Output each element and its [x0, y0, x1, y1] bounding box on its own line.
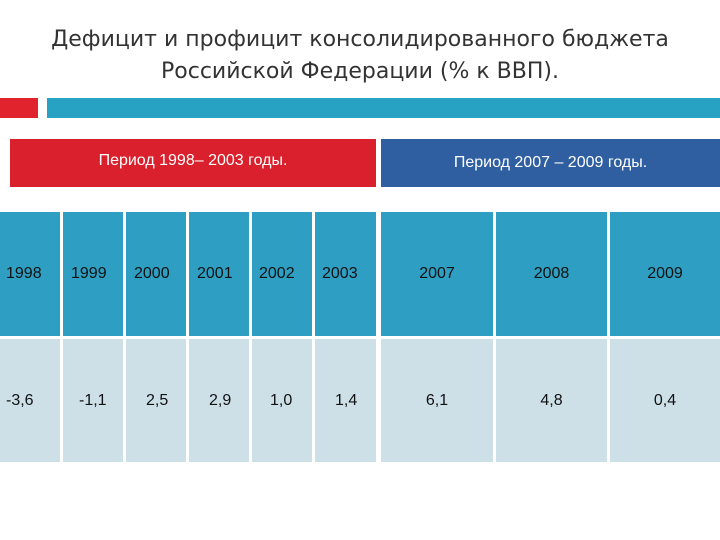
year-2007: 2007	[419, 265, 455, 282]
value-2000: 2,5	[146, 391, 169, 409]
year-1998: 1998	[6, 265, 42, 282]
year-1999: 1999	[71, 265, 107, 282]
year-cell: 2002	[252, 212, 312, 336]
value-2002: 1,0	[270, 391, 293, 409]
value-2001: 2,9	[209, 391, 232, 409]
value-cell: 0,4	[610, 339, 720, 462]
title-line-2: Российской Федерации (% к ВВП).	[161, 59, 559, 84]
value-2003: 1,4	[335, 391, 358, 409]
year-cell: 2009	[610, 212, 720, 336]
value-cell: 6,1	[381, 339, 493, 462]
value-1999: -1,1	[79, 391, 107, 409]
year-cell: 2003	[315, 212, 376, 336]
year-cell: 2007	[381, 212, 493, 336]
slide-title: Дефицит и профицит консолидированного бю…	[0, 24, 720, 88]
year-2002: 2002	[259, 265, 295, 282]
year-cell: 1998	[0, 212, 60, 336]
value-2007: 6,1	[425, 391, 449, 409]
year-2009: 2009	[647, 265, 683, 282]
year-cell: 2001	[189, 212, 249, 336]
value-2009: 0,4	[653, 391, 677, 409]
budget-table: 1998 1999 2000 2001 2002 2003 2007 2008 …	[0, 212, 720, 462]
value-cell: 1,4	[315, 339, 376, 462]
title-line-1: Дефицит и профицит консолидированного бю…	[51, 27, 669, 52]
value-cell: 2,5	[126, 339, 186, 462]
year-cell: 2008	[496, 212, 607, 336]
period-2007-2009-banner: Период 2007 – 2009 годы.	[381, 139, 720, 187]
year-cell: 2000	[126, 212, 186, 336]
accent-bar-blue	[47, 98, 720, 118]
value-2008: 4,8	[540, 391, 563, 409]
year-cell: 1999	[63, 212, 123, 336]
year-2003: 2003	[322, 265, 358, 282]
value-cell: -1,1	[63, 339, 123, 462]
value-cell: 4,8	[496, 339, 607, 462]
value-cell: -3,6	[0, 339, 60, 462]
value-cell: 2,9	[189, 339, 249, 462]
period-1998-2003-banner: Период 1998– 2003 годы.	[10, 139, 376, 187]
year-2000: 2000	[134, 265, 170, 282]
value-1998: -3,6	[6, 391, 34, 409]
value-cell: 1,0	[252, 339, 312, 462]
accent-bar-red	[0, 98, 38, 118]
year-2001: 2001	[197, 265, 233, 282]
year-2008: 2008	[533, 265, 570, 282]
